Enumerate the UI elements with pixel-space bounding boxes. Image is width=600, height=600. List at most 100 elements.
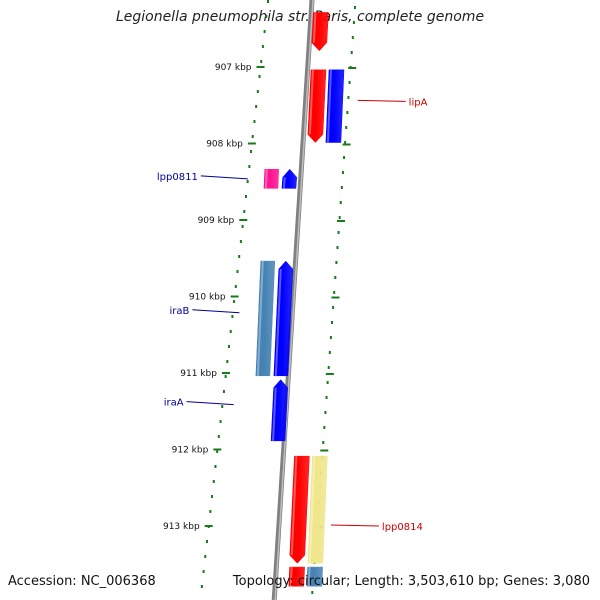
gene-reverse-blue — [273, 260, 294, 377]
ring-dot — [326, 381, 329, 384]
gene-leader-line — [357, 99, 406, 102]
tick-mark — [256, 66, 265, 68]
ring-dot — [263, 30, 266, 33]
ring-dot — [216, 450, 219, 453]
ring-dot — [241, 225, 244, 228]
gene-highlight — [308, 456, 316, 564]
gene-highlight — [307, 567, 311, 587]
ring-dot — [221, 405, 224, 408]
ring-dot — [322, 441, 325, 444]
gene-label-lpp0811: lpp0811 — [157, 172, 198, 183]
ring-dot — [219, 420, 222, 423]
tick-label: 910 kbp — [189, 293, 226, 303]
ring-dot — [233, 300, 236, 303]
ring-dot — [205, 540, 208, 543]
gene-forward-red — [311, 12, 329, 52]
gene-forward-red — [307, 69, 327, 143]
ring-dot — [333, 291, 336, 294]
gene-label-iraB: iraB — [170, 306, 190, 317]
gene-reverse-steelblue — [255, 260, 276, 377]
ring-dot — [238, 255, 241, 258]
gene-highlight — [272, 387, 277, 441]
gene-label-lipA: lipA — [409, 97, 428, 108]
gene-highlight — [264, 169, 268, 189]
ring-dot — [229, 330, 232, 333]
ring-dot — [228, 345, 231, 348]
gene-reverse-pink — [263, 169, 279, 189]
ring-dot — [202, 570, 205, 573]
tick-mark — [239, 219, 248, 221]
ring-dot — [347, 96, 350, 99]
ring-dot — [258, 75, 261, 78]
gene-highlight — [289, 567, 293, 587]
ring-dot — [226, 360, 229, 363]
genome-summary-text: Topology: circular; Length: 3,503,610 bp… — [232, 574, 590, 589]
ring-dot — [236, 270, 239, 273]
gene-leader-line — [192, 309, 240, 314]
ring-dot — [222, 390, 225, 393]
ring-dot — [340, 186, 343, 189]
ring-dot — [332, 306, 335, 309]
gene-highlight — [290, 456, 298, 556]
tick-mark — [221, 372, 230, 374]
ring-dot — [335, 261, 338, 264]
ring-dot — [338, 216, 341, 219]
ring-dot — [334, 276, 337, 279]
ring-dot — [204, 555, 207, 558]
ring-dot — [329, 336, 332, 339]
ring-dot — [339, 201, 342, 204]
ring-dot — [211, 495, 214, 498]
tick-mark — [325, 373, 334, 375]
tick-mark — [348, 67, 357, 69]
tick-label: 909 kbp — [198, 216, 235, 226]
tick-mark — [320, 449, 329, 452]
gene-leader-line — [186, 401, 234, 406]
gene-forward-khaki — [307, 455, 328, 564]
ring-dot — [248, 165, 251, 168]
backbone-highlight — [274, 0, 314, 600]
ring-dot — [336, 246, 339, 249]
tick-mark — [247, 142, 256, 145]
gene-highlight — [282, 177, 286, 189]
ring-dot — [214, 465, 217, 468]
ring-dot — [255, 105, 258, 108]
ring-dot — [348, 81, 351, 84]
ring-dot — [350, 51, 353, 54]
ring-dot — [351, 36, 354, 39]
backbone-line — [271, 0, 315, 600]
ring-dot — [265, 15, 268, 18]
gene-reverse-blue — [281, 168, 297, 189]
ring-dot — [217, 435, 220, 438]
ring-dot — [331, 321, 334, 324]
ring-dot — [311, 591, 314, 594]
ring-dot — [328, 351, 331, 354]
tick-mark — [337, 220, 346, 222]
ring-dot — [250, 150, 253, 153]
ring-dot — [251, 135, 254, 138]
ring-dot — [324, 411, 327, 414]
map-title: Legionella pneumophila str. Paris, compl… — [115, 9, 485, 25]
ring-dot — [267, 0, 269, 3]
ring-dot — [260, 60, 263, 63]
ring-dot — [345, 126, 348, 129]
gene-forward-steelblue — [306, 566, 323, 587]
gene-forward-red — [288, 566, 305, 587]
ring-dot — [341, 171, 344, 174]
ring-dot — [212, 480, 215, 483]
ring-dot — [343, 156, 346, 159]
tick-mark — [342, 143, 351, 146]
tick-label: 908 kbp — [206, 140, 243, 150]
ring-dot — [325, 396, 328, 399]
accession-text: Accession: NC_006368 — [8, 574, 156, 589]
ring-dot — [209, 510, 212, 513]
ring-dot — [327, 366, 330, 369]
ring-dot — [244, 195, 247, 198]
ring-dot — [234, 285, 237, 288]
gene-highlight — [256, 261, 264, 376]
ring-dot — [344, 141, 347, 144]
tick-label: 907 kbp — [215, 63, 252, 73]
tick-mark — [204, 525, 213, 527]
ring-dot — [354, 6, 356, 9]
gene-leader-line — [200, 175, 248, 180]
